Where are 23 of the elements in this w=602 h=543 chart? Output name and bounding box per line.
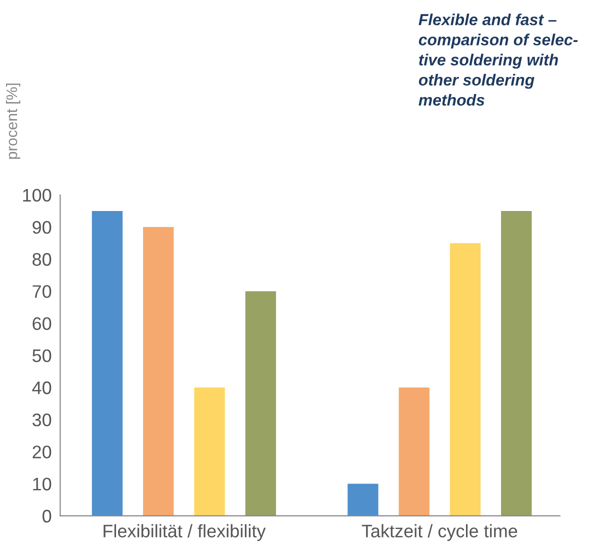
y-tick-label: 70 xyxy=(32,285,52,298)
x-tick-label: Flexibilität / flexibility xyxy=(104,524,266,542)
bar xyxy=(348,484,378,516)
y-tick-label: 30 xyxy=(32,414,52,426)
y-tick-label: 60 xyxy=(32,317,52,330)
y-tick-label: 10 xyxy=(33,478,52,490)
bar xyxy=(398,387,430,516)
y-tick-label: 80 xyxy=(32,253,52,266)
y-tick-label: 100 xyxy=(23,188,52,202)
y-tick-label: 0 xyxy=(42,510,52,523)
y-tick-label: 40 xyxy=(32,381,52,394)
bar xyxy=(92,210,123,516)
bar xyxy=(194,387,225,516)
y-axis-title: procent [%] xyxy=(6,84,20,159)
y-tick-label: 20 xyxy=(32,446,52,458)
bar xyxy=(143,227,174,516)
y-tick-label: 90 xyxy=(32,220,52,234)
bar xyxy=(245,291,276,516)
x-tick-label: Taktzeit / cycle time xyxy=(362,524,518,542)
chart-title: Flexible and fast – comparison of selec- tive soldering with other soldering methods xyxy=(418,14,578,106)
bar xyxy=(450,243,481,516)
bar xyxy=(501,210,532,516)
y-tick-label: 50 xyxy=(32,349,52,362)
